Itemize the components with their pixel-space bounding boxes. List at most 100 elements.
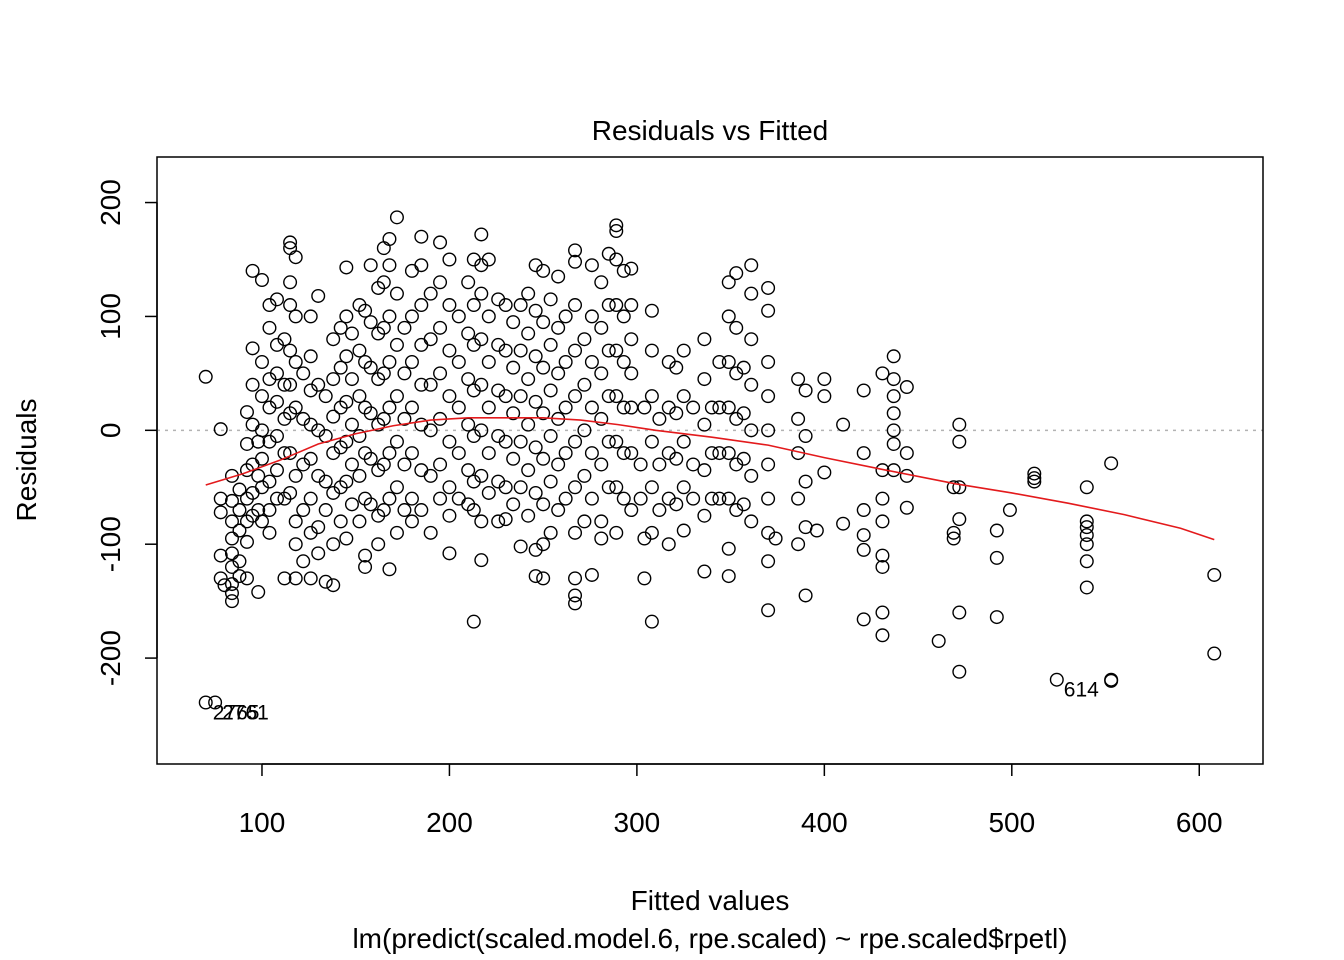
data-point	[339, 260, 354, 275]
data-point	[989, 610, 1004, 625]
data-point	[624, 298, 639, 313]
data-point	[506, 497, 521, 512]
data-point	[288, 309, 303, 324]
data-point	[506, 406, 521, 421]
data-point	[791, 491, 806, 506]
data-point	[946, 480, 961, 495]
data-point	[886, 389, 901, 404]
data-point	[761, 603, 776, 618]
data-point	[303, 451, 318, 466]
data-point	[584, 354, 599, 369]
data-point	[344, 326, 359, 341]
data-point	[498, 298, 513, 313]
data-point	[296, 503, 311, 518]
data-point	[721, 446, 736, 461]
data-point	[389, 525, 404, 540]
data-point	[382, 400, 397, 415]
data-point	[624, 332, 639, 347]
data-point	[389, 286, 404, 301]
data-point	[721, 541, 736, 556]
data-point	[521, 372, 536, 387]
data-point	[461, 372, 476, 387]
data-point	[637, 400, 652, 415]
data-point	[326, 537, 341, 552]
data-point	[224, 546, 239, 561]
data-point	[326, 372, 341, 387]
data-point	[856, 503, 871, 518]
y-tick-label: -100	[95, 516, 126, 572]
data-point	[213, 491, 228, 506]
data-point	[594, 366, 609, 381]
data-point	[704, 400, 719, 415]
data-point	[686, 491, 701, 506]
data-point	[311, 377, 326, 392]
data-point	[376, 366, 391, 381]
data-point	[217, 578, 232, 593]
data-point	[513, 480, 528, 495]
data-point	[952, 417, 967, 432]
data-point	[609, 525, 624, 540]
data-point	[952, 512, 967, 527]
data-point	[875, 514, 890, 529]
data-point	[1104, 456, 1119, 471]
data-point	[376, 457, 391, 472]
data-point	[594, 457, 609, 472]
data-point	[558, 491, 573, 506]
data-point	[303, 491, 318, 506]
data-point	[761, 457, 776, 472]
data-point	[856, 446, 871, 461]
data-point	[262, 525, 277, 540]
data-point	[568, 525, 583, 540]
data-point	[513, 389, 528, 404]
data-point	[224, 531, 239, 546]
data-point	[232, 523, 247, 538]
data-point	[326, 578, 341, 593]
data-point	[404, 446, 419, 461]
data-point	[669, 497, 684, 512]
data-point	[551, 457, 566, 472]
data-point	[358, 559, 373, 574]
data-point	[899, 380, 914, 395]
data-point	[363, 360, 378, 375]
data-point	[536, 451, 551, 466]
chart-subtitle: lm(predict(scaled.model.6, rpe.scaled) ~…	[352, 923, 1067, 954]
data-point	[729, 266, 744, 281]
data-point	[481, 446, 496, 461]
data-point	[404, 354, 419, 369]
data-point	[451, 446, 466, 461]
data-point	[609, 389, 624, 404]
data-point	[269, 429, 284, 444]
data-point	[601, 480, 616, 495]
data-point	[245, 263, 260, 278]
data-point	[333, 514, 348, 529]
data-point	[551, 503, 566, 518]
data-point	[609, 298, 624, 313]
data-point	[239, 534, 254, 549]
data-point	[423, 423, 438, 438]
data-point	[318, 474, 333, 489]
data-point	[601, 434, 616, 449]
data-point	[616, 354, 631, 369]
data-point	[637, 571, 652, 586]
data-point	[288, 514, 303, 529]
data-point	[1079, 528, 1094, 543]
data-point	[568, 298, 583, 313]
data-point	[481, 400, 496, 415]
data-point	[616, 263, 631, 278]
scatter-points	[198, 210, 1222, 710]
data-point	[791, 411, 806, 426]
data-point	[609, 434, 624, 449]
data-point	[543, 429, 558, 444]
data-point	[283, 485, 298, 500]
data-point	[311, 288, 326, 303]
data-point	[609, 224, 624, 239]
data-point	[283, 377, 298, 392]
data-point	[577, 468, 592, 483]
data-point	[856, 528, 871, 543]
data-point	[433, 235, 448, 250]
data-point	[644, 480, 659, 495]
data-point	[697, 372, 712, 387]
data-point	[262, 503, 277, 518]
data-point	[624, 503, 639, 518]
